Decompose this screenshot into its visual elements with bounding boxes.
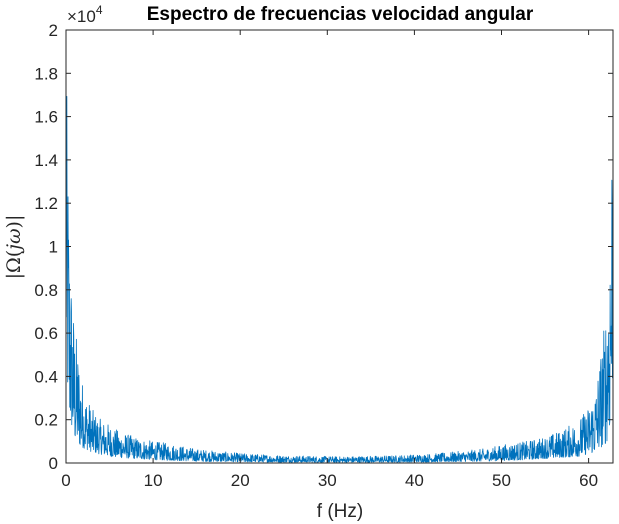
y-tick-label: 1: [49, 238, 58, 257]
y-tick-label: 1.8: [34, 64, 58, 83]
y-label-prefix: |Ω(: [3, 250, 25, 280]
y-tick-label: 0.6: [34, 324, 58, 343]
x-tick-label: 50: [492, 471, 511, 490]
plot-area: [66, 30, 613, 463]
y-axis-ticks: 0 0.2 0.4 0.6 0.8 1 1.2 1.4 1.6 1.8 2: [34, 21, 613, 473]
y-axis-label: |Ω(jω)|: [3, 215, 25, 280]
chart-title: Espectro de frecuencias velocidad angula…: [147, 4, 534, 25]
y-tick-label: 1.4: [34, 151, 58, 170]
x-tick-label: 0: [61, 471, 70, 490]
y-tick-label: 0.2: [34, 411, 58, 430]
y-axis-exponent: ×104: [67, 3, 103, 26]
y-tick-label: 2: [49, 21, 58, 40]
x-axis-label: f (Hz): [317, 501, 363, 522]
y-label-var: jω: [3, 228, 25, 253]
x-tick-label: 20: [231, 471, 250, 490]
y-exponent-power: 4: [96, 3, 103, 17]
y-exponent-base: ×10: [67, 7, 96, 26]
y-tick-label: 0: [49, 454, 58, 473]
y-tick-label: 0.8: [34, 281, 58, 300]
x-axis-ticks: 0 10 20 30 40 50 60: [61, 30, 598, 490]
y-tick-label: 1.2: [34, 194, 58, 213]
y-tick-label: 1.6: [34, 108, 58, 127]
y-tick-label: 0.4: [34, 367, 58, 386]
x-tick-label: 60: [579, 471, 598, 490]
series-layer: [65, 95, 614, 463]
spectrum-series-line: [65, 95, 614, 463]
x-tick-label: 40: [405, 471, 424, 490]
x-tick-label: 30: [318, 471, 337, 490]
x-tick-label: 10: [144, 471, 163, 490]
y-label-suffix: )|: [3, 215, 25, 229]
